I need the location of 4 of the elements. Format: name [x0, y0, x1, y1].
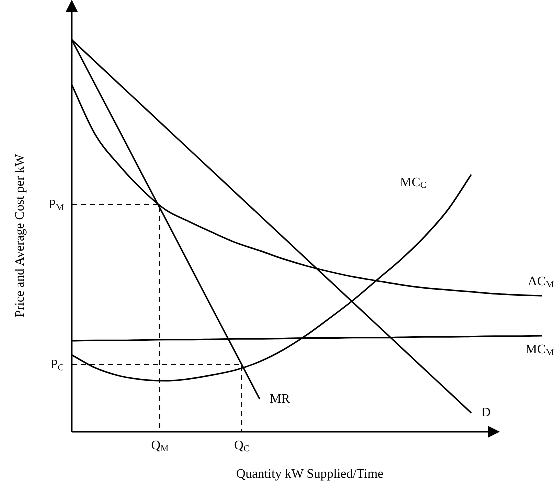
y-axis-title: Price and Average Cost per kW: [12, 153, 28, 320]
series-label: MR: [270, 390, 291, 406]
x-axis-title: Quantity kW Supplied/Time: [235, 466, 385, 482]
series-label: D: [482, 404, 491, 420]
